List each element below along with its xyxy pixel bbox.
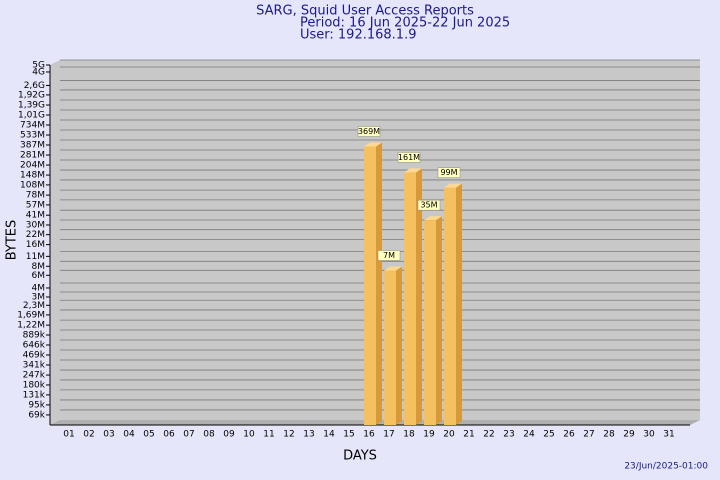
y-tick-label: 341k <box>23 360 46 370</box>
bar <box>404 172 416 425</box>
value-label-box <box>417 199 441 211</box>
value-label-box <box>397 152 421 163</box>
y-tick-label: 469k <box>23 351 46 361</box>
bar <box>364 146 376 425</box>
y-tick-label: 889k <box>23 331 46 341</box>
y-tick-label: 95k <box>28 400 45 410</box>
y-tick-label: 69k <box>28 410 45 420</box>
x-tick-label: 30 <box>643 430 655 440</box>
x-tick-label: 04 <box>123 430 135 440</box>
y-tick-label: 734M <box>20 120 45 130</box>
x-tick-label: 08 <box>203 430 215 440</box>
y-tick-label: 5G <box>32 61 45 71</box>
y-tick-label: 108M <box>20 180 45 190</box>
y-tick-label: 16M <box>26 240 45 250</box>
x-tick-label: 12 <box>283 430 294 440</box>
x-tick-label: 20 <box>443 430 455 440</box>
y-tick-label: 646k <box>23 340 46 350</box>
value-label-box <box>357 126 381 137</box>
bar <box>444 187 456 425</box>
bar-side <box>436 216 442 425</box>
x-tick-label: 06 <box>163 430 175 440</box>
y-tick-label: 1,92G <box>18 90 45 100</box>
y-tick-label: 4G <box>32 67 45 77</box>
x-tick-label: 18 <box>403 430 415 440</box>
y-tick-label: 3M <box>32 292 46 302</box>
bar <box>424 220 436 425</box>
bar-top <box>444 183 462 188</box>
chart-subtitle: Period: 16 Jun 2025-22 Jun 2025 <box>300 16 510 31</box>
value-label: 35M <box>420 201 437 210</box>
x-tick-label: 29 <box>623 430 635 440</box>
x-tick-label: 23 <box>503 430 514 440</box>
x-tick-label: 15 <box>343 430 354 440</box>
y-tick-label: 30M <box>26 220 45 230</box>
y-tick-label: 2,3M <box>23 301 45 311</box>
y-tick-label: 4M <box>32 283 46 293</box>
bar <box>384 270 396 425</box>
y-tick-label: 78M <box>26 191 45 201</box>
x-tick-label: 16 <box>363 430 375 440</box>
y-tick-label: 387M <box>20 141 45 151</box>
bar-side <box>396 266 402 425</box>
y-tick-label: 180k <box>23 380 46 390</box>
user-label: User: 192.168.1.9 <box>300 28 416 43</box>
bar-side <box>376 142 382 425</box>
value-label-box <box>377 250 401 261</box>
x-tick-label: 07 <box>183 430 194 440</box>
x-tick-label: 28 <box>603 430 615 440</box>
y-tick-label: 22M <box>26 230 45 240</box>
x-tick-label: 19 <box>423 430 435 440</box>
footer: 23/Jun/2025-01:00 <box>624 462 708 472</box>
value-label: 99M <box>440 168 457 177</box>
bar-top <box>404 168 422 173</box>
x-tick-label: 21 <box>463 430 474 440</box>
bar-side <box>416 168 422 425</box>
value-label: 161M <box>398 153 420 162</box>
y-tick-label: 57M <box>26 200 45 210</box>
bar-side <box>456 183 462 425</box>
y-tick-label: 1,39G <box>18 101 45 111</box>
bar-top <box>424 216 442 221</box>
y-tick-label: 8M <box>32 262 46 272</box>
y-tick-label: 1,69M <box>17 310 45 320</box>
y-tick-label: 148M <box>20 171 45 181</box>
value-label-box <box>437 167 461 178</box>
y-tick-label: 41M <box>26 211 45 221</box>
x-tick-label: 24 <box>523 430 535 440</box>
x-tick-label: 27 <box>583 430 594 440</box>
x-tick-label: 26 <box>563 430 575 440</box>
y-tick-label: 1,01G <box>18 111 45 121</box>
x-tick-label: 03 <box>103 430 114 440</box>
x-tick-label: 13 <box>303 430 314 440</box>
y-tick-label: 1,22M <box>17 321 45 331</box>
x-tick-label: 05 <box>143 430 154 440</box>
x-tick-label: 02 <box>83 430 94 440</box>
bar-top <box>364 142 382 147</box>
x-tick-label: 10 <box>243 430 255 440</box>
value-label: 7M <box>383 251 395 260</box>
x-tick-label: 25 <box>543 430 554 440</box>
y-tick-label: 2,6G <box>24 81 45 91</box>
bar-top <box>384 266 402 271</box>
x-tick-label: 17 <box>383 430 394 440</box>
x-tick-label: 22 <box>483 430 494 440</box>
x-tick-label: 09 <box>223 430 235 440</box>
x-tick-label: 14 <box>323 430 335 440</box>
x-tick-label: 31 <box>663 430 674 440</box>
x-tick-label: 01 <box>63 430 74 440</box>
y-tick-label: 281M <box>20 151 45 161</box>
value-label: 369M <box>358 127 380 136</box>
chart-title: SARG, Squid User Access Reports <box>256 4 474 19</box>
x-tick-label: 11 <box>263 430 274 440</box>
y-tick-label: 131k <box>23 390 46 400</box>
y-axis-label: BYTES <box>5 220 20 261</box>
y-tick-label: 11M <box>26 252 45 262</box>
y-tick-label: 247k <box>23 371 46 381</box>
y-tick-label: 533M <box>20 131 45 141</box>
y-tick-label: 204M <box>20 161 45 171</box>
y-tick-label: 6M <box>32 271 46 281</box>
x-axis-label: DAYS <box>343 449 377 464</box>
